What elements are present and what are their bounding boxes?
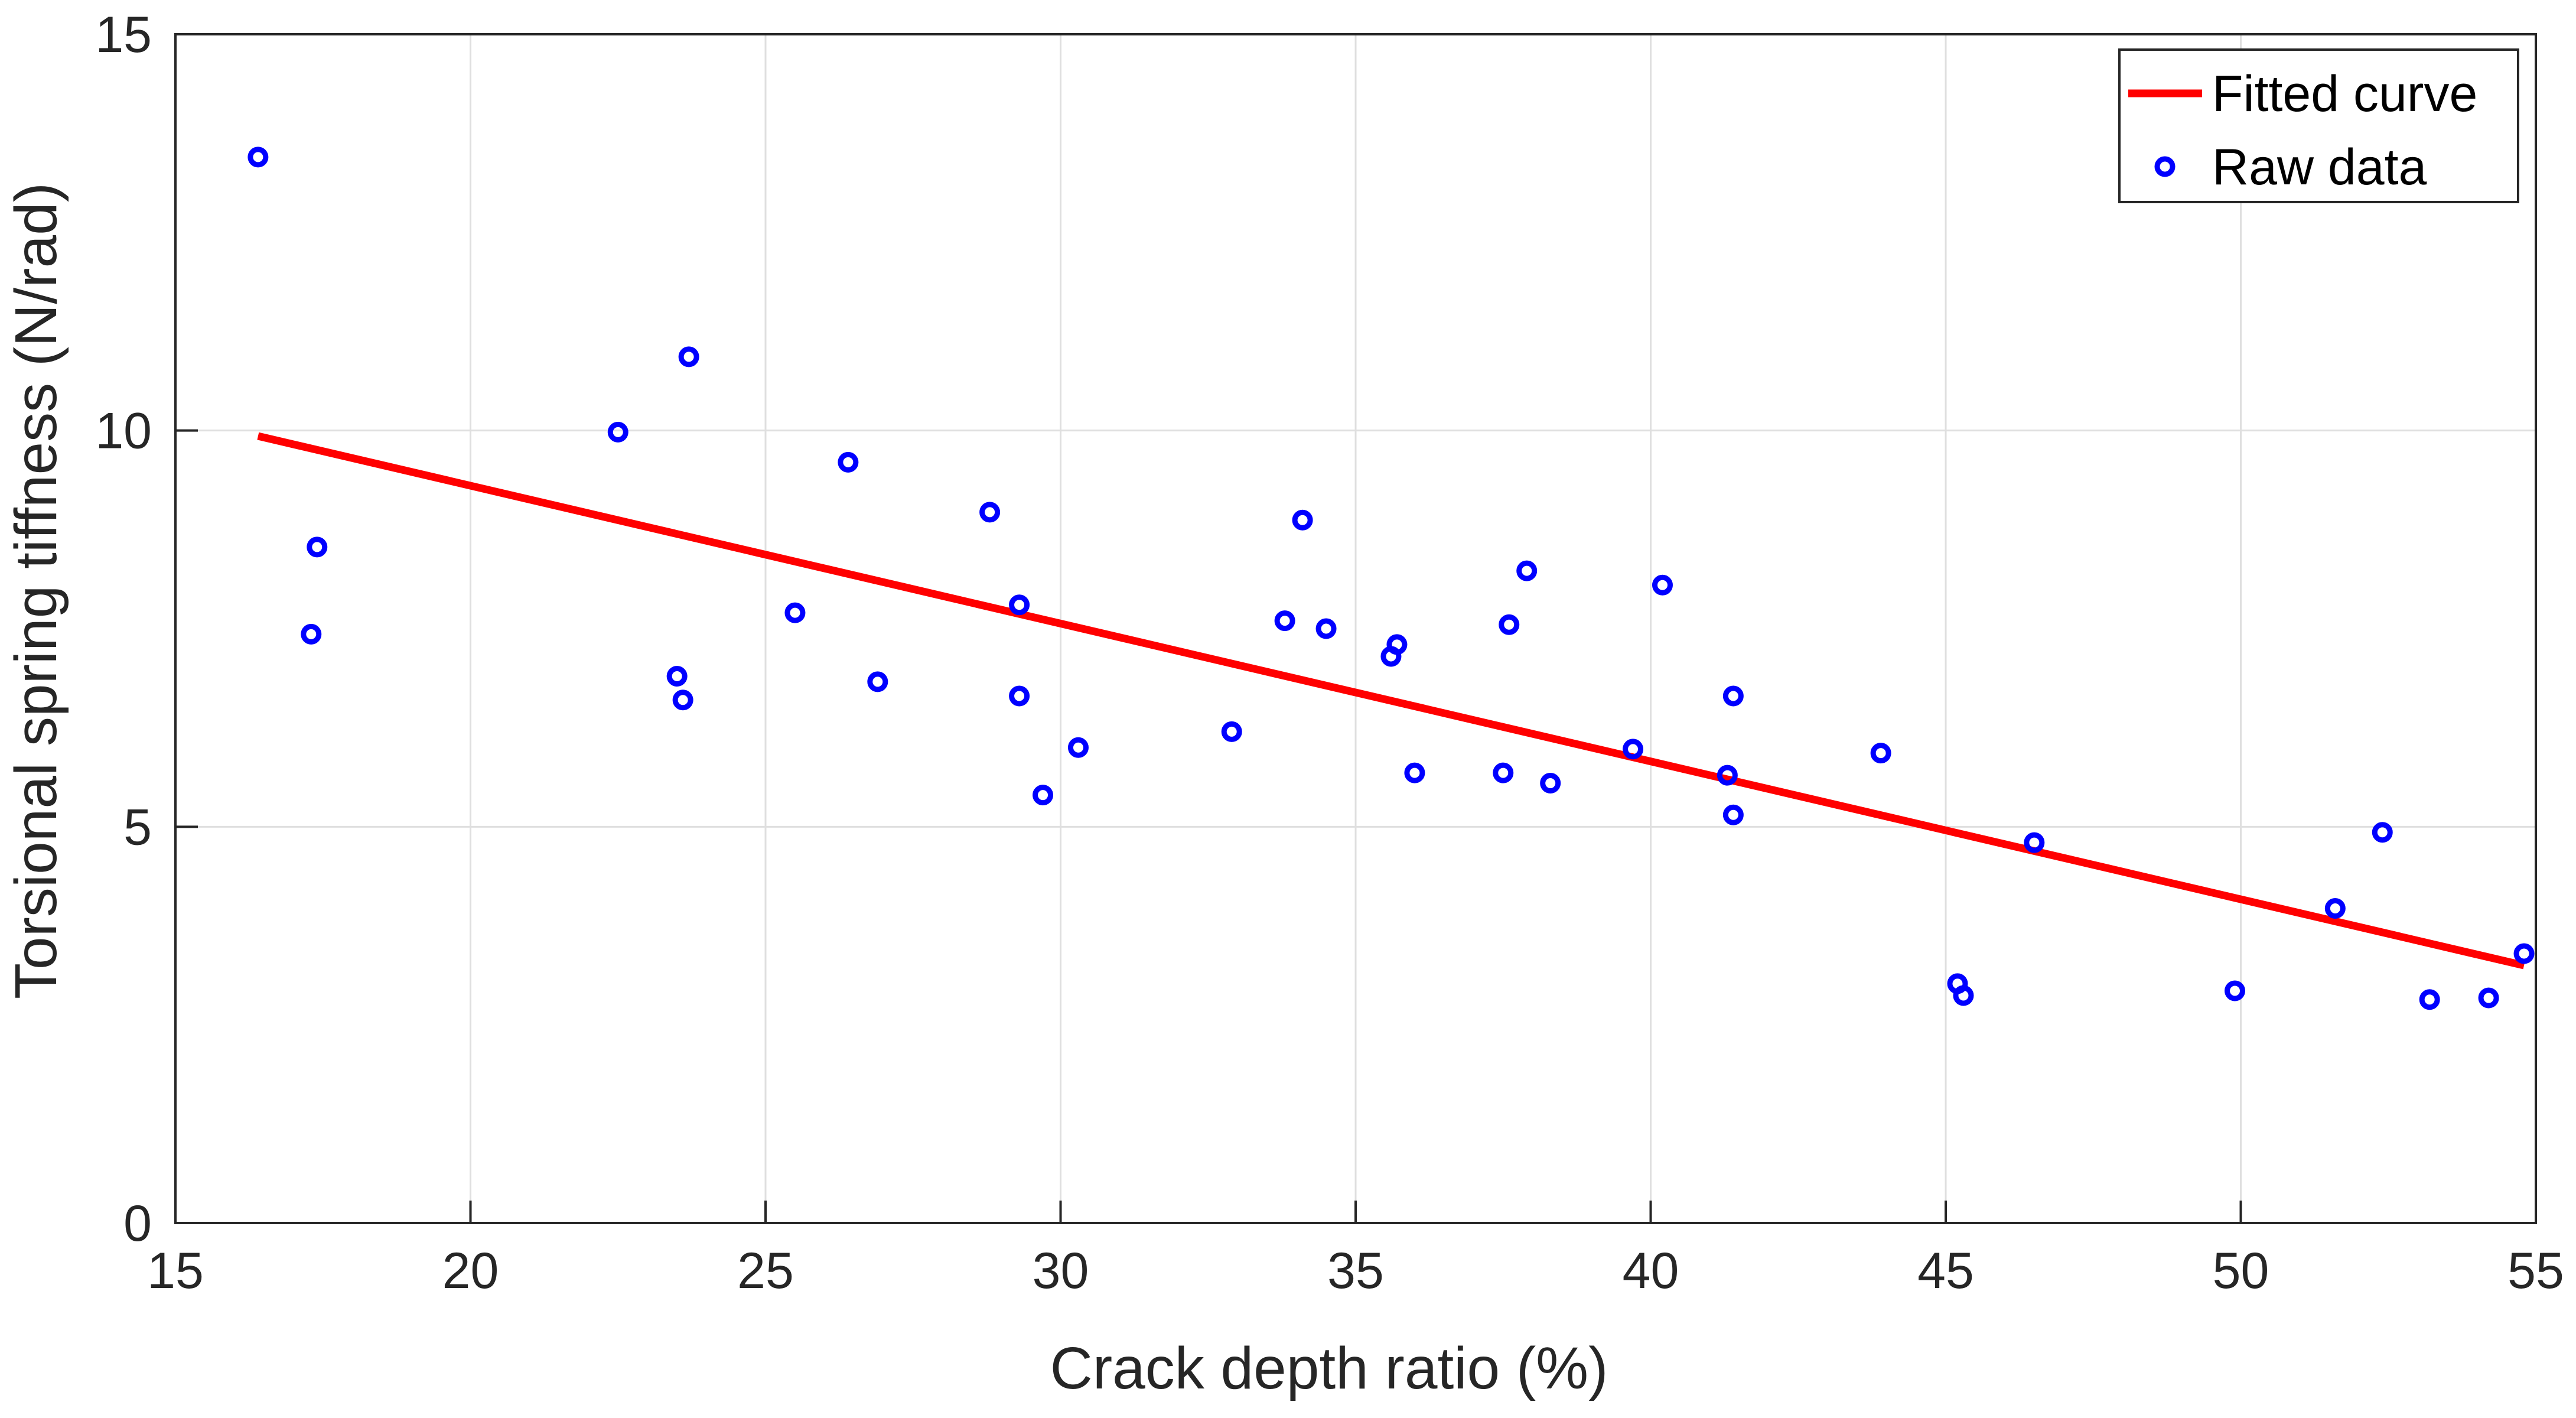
x-tick-label: 20 — [442, 1243, 499, 1299]
raw-data-points — [247, 147, 2535, 1010]
x-tick-label: 30 — [1033, 1243, 1089, 1299]
raw-data-point — [678, 346, 699, 367]
fitted-curve — [257, 432, 2525, 970]
raw-data-point — [1315, 618, 1337, 639]
raw-data-point — [784, 602, 806, 623]
y-tick-label: 15 — [95, 6, 152, 63]
raw-data-point — [1953, 985, 1974, 1006]
raw-data-point — [1516, 560, 1538, 581]
raw-data-point — [2372, 822, 2393, 843]
raw-data-point — [301, 623, 322, 645]
x-tick-label: 55 — [2507, 1243, 2564, 1299]
x-axis-label: Crack depth ratio (%) — [1050, 1335, 1608, 1401]
y-tick-label: 10 — [95, 403, 152, 460]
raw-data-point — [2324, 897, 2346, 919]
raw-data-point — [307, 536, 328, 558]
raw-data-point — [1386, 634, 1408, 655]
raw-data-point — [838, 451, 859, 473]
x-axis-ticks: 15 20 25 30 35 40 45 50 55 — [147, 1201, 2564, 1299]
raw-data-point — [2225, 980, 2246, 1001]
y-axis-ticks: 0 5 10 15 — [95, 6, 198, 1252]
raw-data-point — [1067, 737, 1089, 758]
raw-data-point — [1722, 804, 1744, 825]
raw-data-point — [1652, 574, 1673, 596]
raw-data-point — [1717, 765, 1738, 786]
raw-data-point — [1033, 785, 1054, 806]
x-tick-label: 45 — [1917, 1243, 1974, 1299]
raw-data-point — [1499, 614, 1520, 635]
x-tick-label: 25 — [737, 1243, 794, 1299]
raw-data-point — [247, 147, 269, 168]
legend-box — [2118, 48, 2519, 203]
raw-data-point — [607, 421, 628, 443]
raw-data-point — [672, 690, 693, 711]
raw-data-point — [1292, 509, 1313, 531]
raw-data-point — [2478, 987, 2499, 1009]
y-axis-label: Torsional spring tiffness (N/rad) — [3, 183, 69, 999]
raw-data-point — [867, 671, 888, 692]
legend-raw-data-label: Raw data — [2212, 139, 2427, 196]
raw-data-point — [666, 665, 688, 687]
y-tick-label: 5 — [123, 799, 152, 856]
raw-data-point — [2024, 832, 2045, 853]
y-tick-label: 0 — [123, 1195, 152, 1252]
raw-data-point — [1623, 739, 1644, 760]
raw-data-point — [1404, 762, 1425, 783]
raw-data-point — [979, 502, 1001, 523]
x-tick-label: 15 — [147, 1243, 204, 1299]
legend: Fitted curve Raw data — [2118, 48, 2519, 203]
raw-data-point — [1540, 773, 1561, 794]
raw-data-point — [1009, 685, 1030, 707]
raw-data-point — [1274, 610, 1295, 632]
raw-data-point — [1870, 743, 1891, 764]
raw-data-point — [2513, 943, 2535, 964]
legend-raw-data-marker — [2154, 156, 2176, 177]
raw-data-point — [1493, 762, 1514, 783]
raw-data-point — [1221, 721, 1242, 742]
x-tick-label: 35 — [1327, 1243, 1384, 1299]
legend-fitted-curve-label: Fitted curve — [2212, 66, 2477, 122]
x-tick-label: 50 — [2213, 1243, 2269, 1299]
x-tick-label: 40 — [1623, 1243, 1679, 1299]
raw-data-point — [2419, 989, 2440, 1010]
fitted-curve-line — [257, 432, 2525, 970]
raw-data-point — [1722, 685, 1744, 707]
raw-data-point — [1009, 594, 1030, 616]
